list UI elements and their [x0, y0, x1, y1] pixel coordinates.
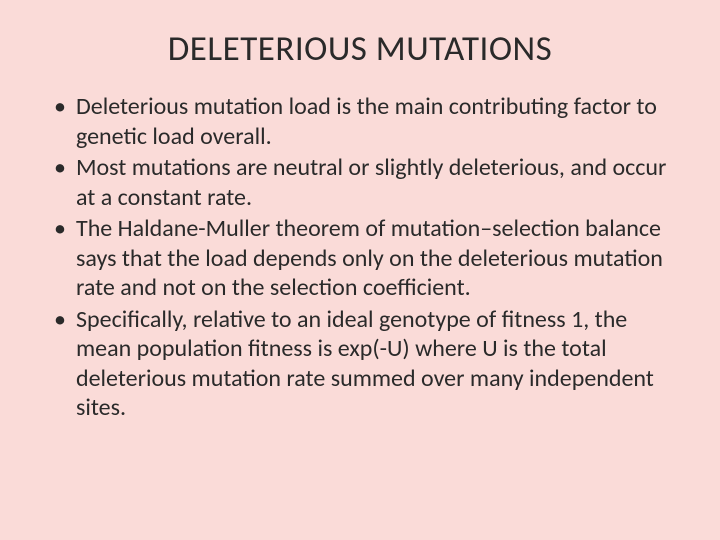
bullet-list: Deleterious mutation load is the main co…	[48, 92, 672, 423]
list-item: Specifically, relative to an ideal genot…	[48, 305, 672, 423]
list-item: Most mutations are neutral or slightly d…	[48, 153, 672, 212]
list-item: The Haldane-Muller theorem of mutation–s…	[48, 214, 672, 303]
list-item: Deleterious mutation load is the main co…	[48, 92, 672, 151]
slide-title: DELETERIOUS MUTATIONS	[48, 28, 672, 70]
